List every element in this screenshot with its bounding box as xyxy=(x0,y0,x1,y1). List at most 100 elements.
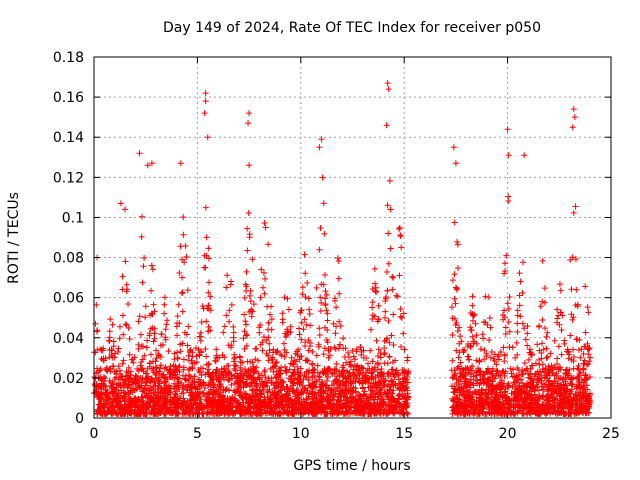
data-point xyxy=(151,335,158,342)
data-point xyxy=(334,255,341,262)
data-point xyxy=(390,274,397,281)
data-point xyxy=(473,357,480,364)
data-point xyxy=(577,354,584,361)
data-point xyxy=(255,357,262,364)
data-point xyxy=(397,233,404,240)
data-point xyxy=(323,410,330,417)
data-point xyxy=(162,386,169,393)
data-point xyxy=(390,311,397,318)
data-point xyxy=(457,387,464,394)
data-point xyxy=(119,360,126,367)
data-point xyxy=(244,247,251,254)
data-point xyxy=(396,272,403,279)
data-point xyxy=(385,317,392,324)
data-point xyxy=(224,410,231,417)
data-point xyxy=(485,376,492,383)
data-point xyxy=(369,304,376,311)
data-point xyxy=(261,220,268,227)
data-point xyxy=(391,373,398,380)
data-point xyxy=(328,369,335,376)
data-point xyxy=(524,342,531,349)
data-point xyxy=(140,407,147,414)
data-point xyxy=(230,329,237,336)
data-point xyxy=(323,371,330,378)
data-point xyxy=(183,386,190,393)
data-point xyxy=(246,231,253,238)
data-point xyxy=(317,294,324,301)
data-point xyxy=(182,372,189,379)
data-point xyxy=(116,367,123,374)
data-point xyxy=(504,397,511,404)
data-point xyxy=(398,244,405,251)
data-point xyxy=(367,347,374,354)
data-point xyxy=(454,241,461,248)
data-point xyxy=(116,335,123,342)
data-point xyxy=(395,392,402,399)
data-point xyxy=(206,279,213,286)
data-point xyxy=(203,318,210,325)
data-point xyxy=(454,265,461,272)
data-point xyxy=(260,386,267,393)
data-point xyxy=(319,174,326,181)
data-point xyxy=(534,341,541,348)
data-point xyxy=(272,410,279,417)
data-point xyxy=(323,377,330,384)
data-point xyxy=(119,273,126,280)
data-point xyxy=(468,327,475,334)
data-point xyxy=(109,321,116,328)
data-point xyxy=(506,293,513,300)
data-point xyxy=(374,372,381,379)
data-point xyxy=(230,334,237,341)
data-point xyxy=(468,376,475,383)
data-point xyxy=(171,356,178,363)
data-point xyxy=(278,352,285,359)
data-point xyxy=(266,340,273,347)
data-point xyxy=(396,224,403,231)
data-point xyxy=(139,279,146,286)
data-point xyxy=(571,114,578,121)
data-point xyxy=(299,284,306,291)
data-point xyxy=(384,287,391,294)
data-point xyxy=(262,275,269,282)
data-point xyxy=(345,349,352,356)
data-point xyxy=(140,263,147,270)
data-point xyxy=(305,377,312,384)
data-point xyxy=(486,409,493,416)
data-point xyxy=(303,373,310,380)
data-point xyxy=(164,317,171,324)
data-point xyxy=(336,341,343,348)
data-point xyxy=(202,403,209,410)
data-point xyxy=(253,410,260,417)
data-point xyxy=(265,352,272,359)
data-point xyxy=(543,333,550,340)
data-point xyxy=(332,345,339,352)
data-point xyxy=(479,331,486,338)
data-point xyxy=(203,234,210,241)
data-point xyxy=(202,98,209,105)
data-point xyxy=(137,331,144,338)
data-point xyxy=(279,310,286,317)
data-point xyxy=(180,231,187,238)
data-point xyxy=(565,393,572,400)
data-point xyxy=(313,352,320,359)
data-point xyxy=(265,388,272,395)
data-point xyxy=(307,322,314,329)
data-point xyxy=(514,320,521,327)
data-point xyxy=(567,410,574,417)
data-point xyxy=(135,341,142,348)
data-point xyxy=(268,316,275,323)
data-point xyxy=(228,278,235,285)
data-point xyxy=(143,378,150,385)
data-point xyxy=(519,289,526,296)
data-point xyxy=(221,399,228,406)
y-tick-label: 0.14 xyxy=(53,130,84,146)
data-point xyxy=(451,295,458,302)
data-point xyxy=(567,332,574,339)
data-point xyxy=(313,378,320,385)
data-point xyxy=(153,364,160,371)
data-point xyxy=(298,319,305,326)
data-point xyxy=(244,225,251,232)
data-point xyxy=(262,224,269,231)
data-point xyxy=(449,277,456,284)
data-point xyxy=(198,319,205,326)
